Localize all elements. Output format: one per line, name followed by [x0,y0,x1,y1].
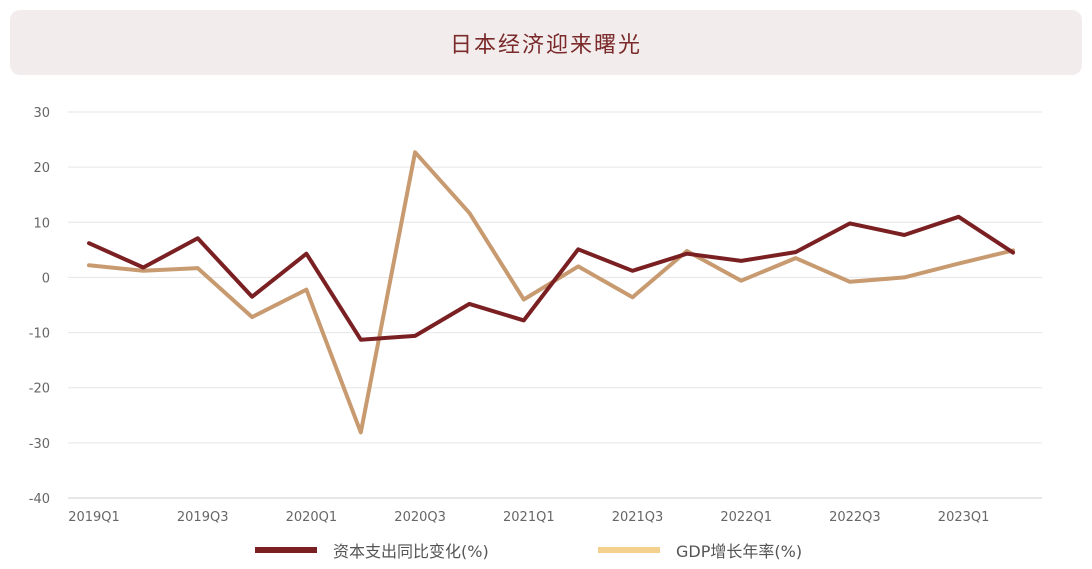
grid-lines [68,111,1042,499]
legend-item-gdp[interactable]: GDP增长年率(%) [598,538,802,562]
chart-title-bar: 日本经济迎来曙光 [10,10,1082,75]
x-tick-label: 2022Q1 [720,510,772,525]
x-tick-label: 2021Q1 [503,510,555,525]
x-axis: 2019Q1 2019Q3 2020Q1 2020Q3 2021Q1 2021Q3 2022… [68,497,1042,525]
series-line-gdp [87,150,1015,435]
y-tick-label: -30 [29,437,50,452]
x-tick-label: 2020Q3 [394,510,446,525]
legend-label-capex: 资本支出同比变化(%) [333,542,489,561]
legend-item-capex[interactable]: 资本支出同比变化(%) [255,538,489,562]
x-tick-label: 2019Q1 [68,510,120,525]
y-tick-label: 30 [33,106,50,121]
legend-label-gdp: GDP增长年率(%) [676,542,803,561]
x-tick-label: 2019Q3 [177,510,229,525]
x-tick-label: 2023Q1 [938,510,990,525]
y-tick-label: -40 [29,492,50,507]
x-tick-label: 2020Q1 [286,510,338,525]
legend-swatch-capex [255,547,317,553]
y-tick-label: 0 [42,271,50,286]
y-tick-label: -20 [29,382,50,397]
series-lines [87,150,1015,435]
x-tick-label: 2021Q3 [612,510,664,525]
y-tick-label: 10 [33,216,50,231]
y-tick-label: 20 [33,161,50,176]
legend: 资本支出同比变化(%) GDP增长年率(%) [0,538,1092,562]
x-tick-label: 2022Q3 [829,510,881,525]
y-tick-label: -10 [29,327,50,342]
legend-swatch-gdp [598,547,660,553]
series-line-capex [87,214,1015,342]
chart-title: 日本经济迎来曙光 [449,32,642,58]
y-axis: 30 20 10 0 -10 -20 -30 -40 [29,106,50,507]
